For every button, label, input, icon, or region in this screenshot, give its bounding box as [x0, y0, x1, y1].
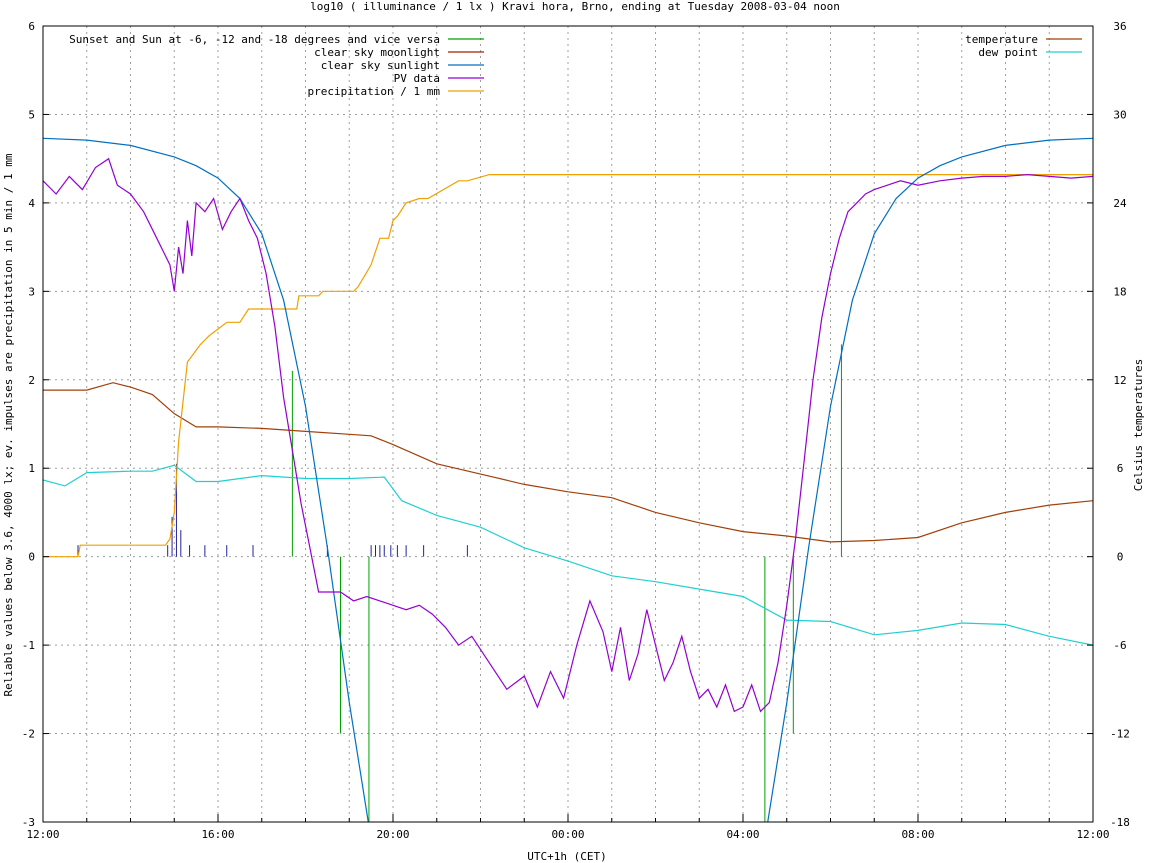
y2-tick-label: 36: [1113, 20, 1126, 33]
y2-tick-label: 12: [1113, 374, 1126, 387]
legend: Sunset and Sun at -6, -12 and -18 degree…: [69, 33, 1082, 98]
y2-tick-label: 0: [1117, 551, 1124, 564]
y-tick-label: 2: [28, 374, 35, 387]
legend-label: temperature: [965, 33, 1038, 46]
legend-label: precipitation / 1 mm: [308, 85, 441, 98]
clear-sky-sunlight-line: [43, 137, 1093, 822]
legend-label: PV data: [394, 72, 440, 85]
y2-tick-label: 6: [1117, 462, 1124, 475]
y-axis-label: Reliable values below 3.6, 4000 lx; ev. …: [2, 153, 15, 696]
y-tick-label: 4: [28, 197, 35, 210]
y-tick-label: 3: [28, 285, 35, 298]
pv-data-line: [43, 157, 1093, 713]
x-tick-label: 08:00: [901, 828, 934, 841]
y-tick-label: 6: [28, 20, 35, 33]
x-tick-label: 12:00: [1076, 828, 1109, 841]
y-tick-label: 5: [28, 108, 35, 121]
legend-label: clear sky moonlight: [314, 46, 440, 59]
x-tick-label: 12:00: [26, 828, 59, 841]
grid: [43, 26, 1093, 822]
plot-area: [43, 137, 1093, 822]
x-tick-label: 20:00: [376, 828, 409, 841]
y2-axis-label: Celsius temperatures: [1132, 359, 1145, 491]
temperature-line: [43, 382, 1093, 543]
precipitation-line: [43, 174, 1093, 558]
legend-label: Sunset and Sun at -6, -12 and -18 degree…: [69, 33, 440, 46]
dew-point-line: [43, 464, 1093, 646]
y2-tick-label: -12: [1110, 728, 1130, 741]
x-tick-label: 04:00: [726, 828, 759, 841]
y-tick-label: -2: [22, 728, 35, 741]
y2-tick-label: 24: [1113, 197, 1127, 210]
y-tick-label: -1: [22, 639, 35, 652]
y-tick-label: 1: [28, 462, 35, 475]
y-tick-label: 0: [28, 551, 35, 564]
y2-tick-label: 18: [1113, 285, 1126, 298]
x-tick-label: 00:00: [551, 828, 584, 841]
y2-tick-label: 30: [1113, 108, 1126, 121]
legend-label: dew point: [978, 46, 1038, 59]
chart-title: log10 ( illuminance / 1 lx ) Kravi hora,…: [310, 0, 840, 13]
x-tick-label: 16:00: [201, 828, 234, 841]
x-axis-label: UTC+1h (CET): [527, 850, 606, 863]
y-tick-label: -3: [22, 816, 35, 829]
y2-tick-label: -18: [1110, 816, 1130, 829]
y2-tick-label: -6: [1113, 639, 1126, 652]
legend-label: clear sky sunlight: [321, 59, 440, 72]
